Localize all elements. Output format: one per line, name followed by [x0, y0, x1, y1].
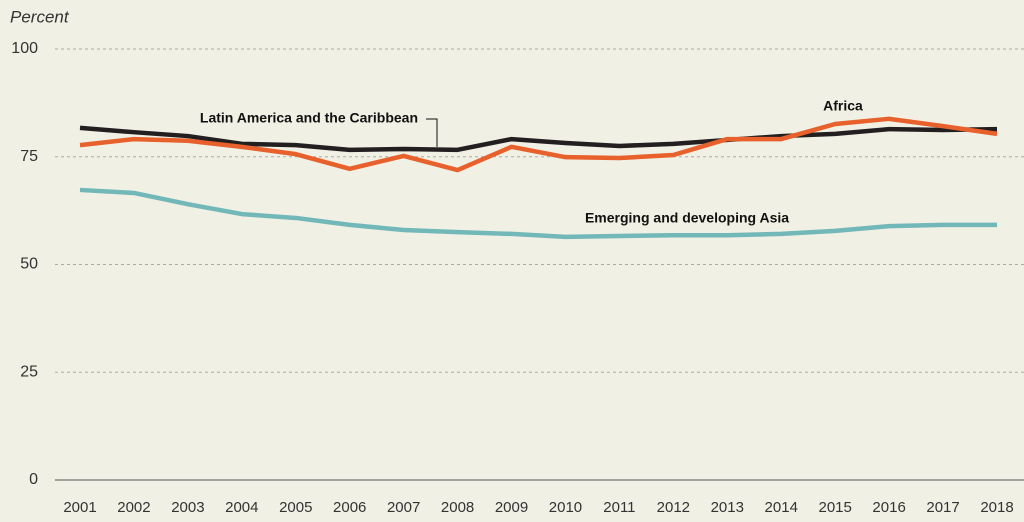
- x-tick-label: 2010: [549, 499, 582, 516]
- series-line: [79, 116, 998, 173]
- series-label: Emerging and developing Asia: [585, 210, 789, 226]
- x-tick-label: 2002: [117, 499, 150, 516]
- x-tick-label: 2012: [657, 499, 690, 516]
- leader-line: [426, 118, 438, 147]
- x-tick-label: 2014: [765, 499, 798, 516]
- x-tick-label: 2008: [441, 499, 474, 516]
- x-tick-label: 2003: [171, 499, 204, 516]
- y-tick-label: 100: [11, 40, 38, 57]
- series-line: [79, 187, 997, 240]
- y-tick-label: 75: [20, 148, 38, 165]
- x-tick-label: 2009: [495, 499, 528, 516]
- x-tick-label: 2015: [818, 499, 851, 516]
- y-tick-label: 25: [20, 363, 38, 380]
- series-label: Latin America and the Caribbean: [200, 110, 418, 126]
- x-tick-label: 2018: [980, 499, 1013, 516]
- x-tick-label: 2006: [333, 499, 366, 516]
- series-line: [79, 125, 998, 153]
- x-tick-label: 2016: [872, 499, 905, 516]
- series-label: Africa: [823, 98, 863, 114]
- x-tick-label: 2017: [926, 499, 959, 516]
- x-tick-label: 2005: [279, 499, 312, 516]
- y-axis-label: Percent: [10, 7, 70, 26]
- x-tick-label: 2013: [711, 499, 744, 516]
- x-tick-label: 2007: [387, 499, 420, 516]
- x-tick-label: 2004: [225, 499, 258, 516]
- y-tick-label: 50: [20, 256, 38, 273]
- y-tick-label: 0: [29, 471, 38, 488]
- x-tick-label: 2001: [63, 499, 96, 516]
- x-tick-label: 2011: [603, 499, 635, 516]
